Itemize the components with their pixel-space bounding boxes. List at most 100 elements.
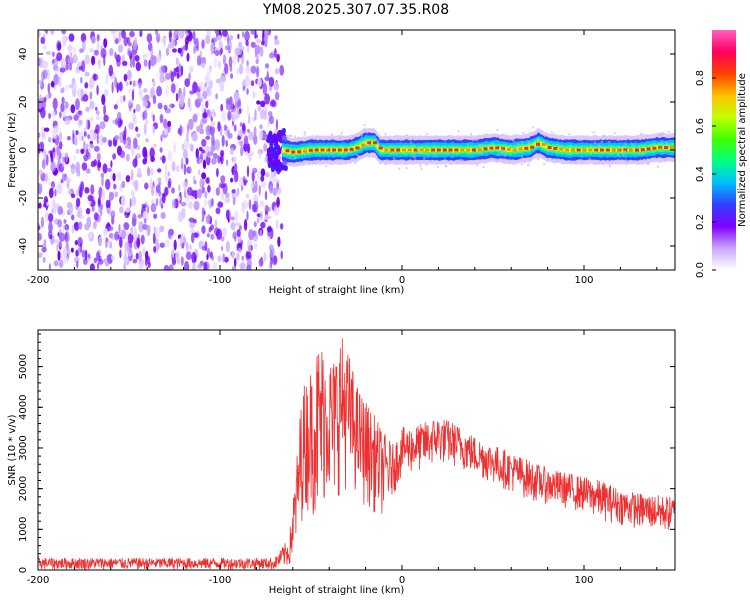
noise-speckle xyxy=(143,123,147,135)
noise-speckle xyxy=(237,33,240,40)
noise-speckle xyxy=(254,242,258,250)
noise-speckle xyxy=(177,195,181,202)
signal-core xyxy=(646,147,651,151)
noise-speckle xyxy=(192,113,198,123)
noise-speckle xyxy=(105,199,110,209)
noise-speckle xyxy=(127,250,133,257)
noise-speckle xyxy=(129,30,135,38)
noise-speckle xyxy=(205,177,210,184)
halo-speckle xyxy=(537,137,540,140)
noise-speckle xyxy=(183,181,188,193)
noise-speckle xyxy=(268,52,275,59)
noise-speckle xyxy=(236,229,241,238)
y-tick-label: 0 xyxy=(18,147,29,153)
noise-speckle xyxy=(165,47,170,56)
noise-speckle xyxy=(93,145,100,152)
halo-speckle xyxy=(466,142,469,145)
halo-speckle xyxy=(289,157,292,160)
edge-speckle xyxy=(271,137,276,143)
halo-speckle xyxy=(393,151,396,154)
noise-speckle xyxy=(60,152,66,158)
halo-speckle xyxy=(659,133,662,137)
noise-speckle xyxy=(124,241,129,252)
signal-core xyxy=(460,148,465,152)
noise-speckle xyxy=(160,212,166,219)
noise-speckle xyxy=(188,201,193,209)
noise-speckle xyxy=(77,209,81,218)
noise-speckle xyxy=(75,197,81,208)
noise-speckle xyxy=(222,253,226,263)
snr-panel: -200 -100 0 100010002000300040005000Height … xyxy=(7,329,676,596)
noise-speckle xyxy=(181,242,185,249)
noise-speckle xyxy=(205,34,211,45)
noise-speckle xyxy=(219,82,225,92)
edge-speckle xyxy=(267,152,272,159)
noise-speckle xyxy=(126,153,130,162)
noise-speckle xyxy=(144,53,150,58)
noise-speckle xyxy=(216,167,219,178)
noise-speckle xyxy=(131,217,137,227)
noise-speckle xyxy=(136,133,141,138)
noise-speckle xyxy=(93,73,96,82)
noise-speckle xyxy=(214,219,218,228)
halo-speckle xyxy=(325,148,329,151)
noise-speckle xyxy=(108,233,113,239)
noise-speckle xyxy=(70,247,74,253)
noise-speckle xyxy=(98,186,103,198)
noise-speckle xyxy=(85,118,88,129)
noise-speckle xyxy=(54,188,57,197)
signal-core xyxy=(547,146,552,150)
halo-speckle xyxy=(532,126,535,129)
noise-speckle xyxy=(101,189,106,201)
noise-speckle xyxy=(224,197,231,204)
noise-speckle xyxy=(228,56,233,68)
noise-speckle xyxy=(255,58,259,65)
noise-speckle xyxy=(97,198,100,205)
halo-speckle xyxy=(457,130,460,133)
halo-speckle xyxy=(417,151,420,154)
noise-speckle xyxy=(221,246,223,251)
halo-speckle xyxy=(667,144,670,148)
noise-speckle xyxy=(56,183,63,195)
noise-speckle xyxy=(117,44,124,53)
noise-speckle xyxy=(225,192,230,199)
halo-speckle xyxy=(547,149,551,152)
noise-speckle xyxy=(103,114,109,123)
noise-speckle xyxy=(96,262,100,270)
noise-speckle xyxy=(245,39,249,47)
noise-speckle xyxy=(231,189,236,194)
noise-speckle xyxy=(236,243,239,251)
noise-speckle xyxy=(159,242,165,248)
noise-speckle xyxy=(132,56,136,68)
noise-speckle xyxy=(230,147,234,156)
halo-speckle xyxy=(592,131,595,134)
noise-speckle xyxy=(226,159,229,167)
noise-speckle xyxy=(79,242,83,254)
noise-speckle xyxy=(257,78,262,88)
noise-speckle xyxy=(103,38,108,49)
noise-speckle xyxy=(215,93,219,100)
halo-speckle xyxy=(618,148,621,152)
noise-speckle xyxy=(202,112,208,119)
noise-speckle xyxy=(72,82,77,90)
noise-speckle xyxy=(136,237,141,248)
noise-speckle xyxy=(45,30,49,35)
noise-speckle xyxy=(60,58,66,69)
halo-speckle xyxy=(367,139,370,142)
signal-core xyxy=(390,148,395,152)
noise-speckle xyxy=(186,132,189,143)
halo-speckle xyxy=(665,142,668,146)
noise-speckle xyxy=(74,256,80,264)
noise-speckle xyxy=(185,241,189,251)
signal-core xyxy=(367,141,372,145)
noise-speckle xyxy=(51,127,58,140)
halo-speckle xyxy=(286,154,289,157)
signal-core xyxy=(419,148,424,152)
plot-frame xyxy=(37,329,676,571)
noise-speckle xyxy=(201,207,206,219)
halo-speckle xyxy=(597,144,600,147)
noise-speckle xyxy=(114,52,117,59)
halo-speckle xyxy=(527,141,530,144)
noise-speckle xyxy=(241,185,243,192)
noise-speckle xyxy=(70,193,76,198)
